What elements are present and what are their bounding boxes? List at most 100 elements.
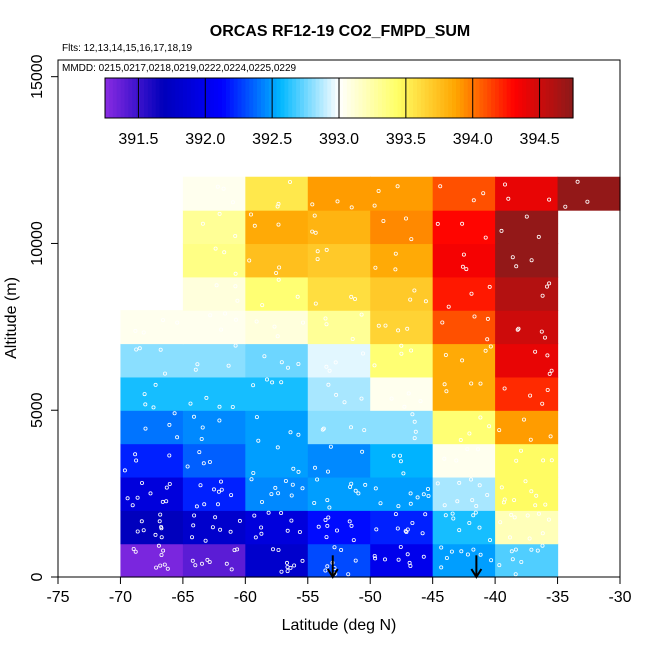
sample-point bbox=[290, 482, 295, 487]
sample-point bbox=[467, 521, 472, 526]
sample-point bbox=[477, 483, 482, 488]
heatmap-cell bbox=[432, 543, 496, 578]
sample-point bbox=[478, 552, 483, 557]
colorbar-swatch bbox=[475, 78, 480, 118]
sample-point bbox=[406, 391, 411, 396]
heatmap-cell bbox=[495, 510, 559, 545]
heatmap-cell bbox=[307, 476, 371, 511]
sample-point bbox=[200, 221, 205, 226]
colorbar-swatch bbox=[397, 78, 402, 118]
sample-point bbox=[460, 264, 465, 269]
sample-point bbox=[276, 277, 281, 282]
colorbar-swatch bbox=[261, 78, 266, 118]
heatmap-cell bbox=[370, 410, 434, 445]
sample-point bbox=[198, 483, 203, 488]
y-axis: 0 5000 10000 15000 bbox=[29, 54, 58, 581]
sample-point bbox=[207, 459, 212, 464]
colorbar-swatch bbox=[436, 78, 441, 118]
heatmap-cell bbox=[370, 343, 434, 378]
heatmap-cell bbox=[432, 510, 496, 545]
sample-point bbox=[326, 515, 331, 520]
sample-point bbox=[256, 438, 261, 443]
sample-point bbox=[522, 417, 527, 422]
heatmap-cell bbox=[370, 443, 434, 478]
colorbar-swatch bbox=[108, 78, 114, 118]
heatmap-cell bbox=[245, 410, 309, 445]
sample-point bbox=[513, 572, 518, 577]
colorbar-swatch bbox=[534, 78, 539, 118]
colorbar-swatch bbox=[530, 78, 535, 118]
sample-point bbox=[410, 412, 415, 417]
colorbar-swatch bbox=[233, 78, 239, 118]
x-tick-label: -55 bbox=[296, 589, 319, 606]
sample-point bbox=[141, 528, 146, 533]
sample-point bbox=[321, 426, 326, 431]
sample-point bbox=[133, 549, 138, 554]
colorbar-swatch bbox=[186, 78, 192, 118]
sample-point bbox=[284, 560, 289, 565]
sample-point bbox=[547, 371, 552, 376]
sample-point bbox=[374, 527, 379, 532]
sample-point bbox=[464, 267, 469, 272]
sample-point bbox=[325, 564, 330, 569]
heatmap-cell bbox=[495, 410, 559, 445]
sample-point bbox=[507, 535, 512, 540]
sample-point bbox=[275, 334, 280, 339]
sample-point bbox=[334, 392, 339, 397]
sample-point bbox=[172, 411, 177, 416]
sample-point bbox=[300, 558, 305, 563]
colorbar-swatch bbox=[249, 78, 254, 118]
sample-point bbox=[512, 498, 517, 503]
heatmap-cell bbox=[370, 310, 434, 345]
sample-point bbox=[399, 351, 404, 356]
sample-point bbox=[372, 203, 377, 208]
sample-point bbox=[216, 489, 221, 494]
sample-point bbox=[410, 521, 415, 526]
heatmap-cell bbox=[495, 443, 559, 478]
sample-point bbox=[158, 347, 163, 352]
sample-point bbox=[519, 560, 524, 565]
heatmap-cell bbox=[370, 176, 434, 211]
colorbar-swatch bbox=[456, 78, 461, 118]
sample-point bbox=[201, 461, 206, 466]
sample-point bbox=[543, 502, 548, 507]
sample-point bbox=[164, 499, 169, 504]
sample-point bbox=[133, 328, 138, 333]
sample-point bbox=[443, 352, 448, 357]
sample-point bbox=[405, 326, 410, 331]
colorbar-swatch bbox=[510, 78, 516, 118]
colorbar-swatch bbox=[202, 78, 207, 118]
sample-point bbox=[378, 501, 383, 506]
heatmap-cell bbox=[495, 343, 559, 378]
sample-point bbox=[449, 549, 454, 554]
sample-point bbox=[315, 257, 320, 262]
colorbar-tick-label: 392.0 bbox=[185, 131, 225, 148]
colorbar-swatch bbox=[432, 78, 438, 118]
sample-point bbox=[514, 458, 519, 463]
sample-point bbox=[195, 362, 200, 367]
sample-point bbox=[525, 513, 530, 518]
sample-point bbox=[197, 450, 202, 455]
sample-point bbox=[157, 519, 162, 524]
x-tick-label: -65 bbox=[171, 589, 194, 606]
colorbar-swatch bbox=[401, 78, 406, 118]
heatmap-cell bbox=[370, 376, 434, 411]
sample-point bbox=[324, 322, 329, 327]
sample-point bbox=[549, 368, 554, 373]
sample-point bbox=[405, 527, 410, 532]
sample-point bbox=[143, 426, 148, 431]
sample-point bbox=[312, 500, 317, 505]
sample-point bbox=[540, 543, 545, 548]
sample-point bbox=[259, 525, 264, 530]
sample-point bbox=[332, 545, 337, 550]
sample-point bbox=[529, 258, 534, 263]
colorbar-swatch bbox=[549, 78, 555, 118]
sample-point bbox=[407, 560, 412, 565]
x-tick-label: -40 bbox=[484, 589, 507, 606]
sample-point bbox=[528, 437, 533, 442]
sample-point bbox=[131, 547, 136, 552]
sample-point bbox=[254, 319, 259, 324]
heatmap-cell bbox=[245, 376, 309, 411]
sample-point bbox=[159, 535, 164, 540]
colorbar-swatch bbox=[483, 78, 488, 118]
